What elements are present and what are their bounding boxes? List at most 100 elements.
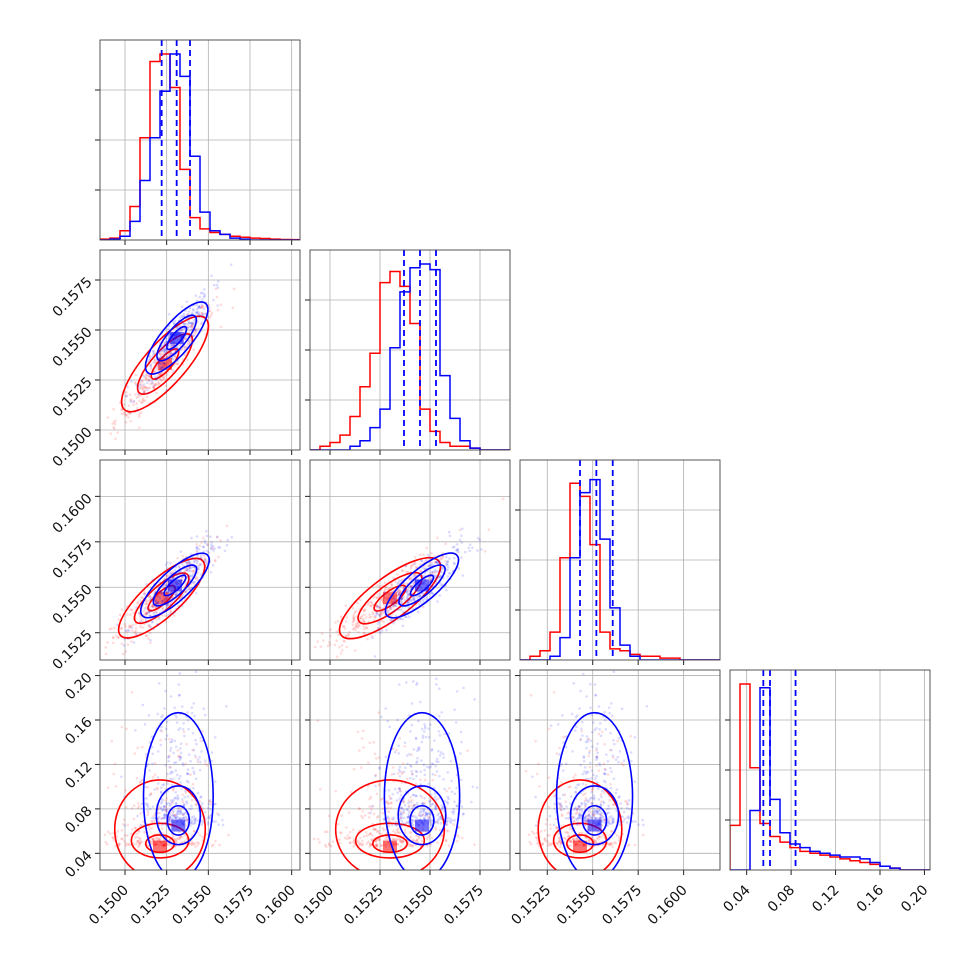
scatter-point <box>190 315 193 319</box>
scatter-point <box>435 600 439 603</box>
scatter-point <box>356 624 359 628</box>
scatter-point <box>176 592 179 595</box>
scatter-point <box>143 592 146 596</box>
scatter-point <box>401 822 405 826</box>
scatter-point <box>403 599 407 602</box>
scatter-point <box>449 821 453 824</box>
scatter-point <box>136 746 140 750</box>
scatter-point <box>169 597 173 600</box>
scatter-point <box>178 758 182 762</box>
scatter-point <box>399 811 403 815</box>
scatter-point <box>216 286 220 289</box>
scatter-point <box>120 837 124 841</box>
scatter-point <box>165 607 169 610</box>
scatter-point <box>554 817 558 821</box>
scatter-point <box>418 814 421 818</box>
scatter-point <box>142 383 146 386</box>
scatter-point <box>460 527 464 531</box>
scatter-point <box>406 570 410 573</box>
scatter-point <box>121 822 125 826</box>
scatter-point <box>435 798 438 802</box>
scatter-point <box>160 823 164 826</box>
scatter-point <box>223 549 227 553</box>
scatter-point <box>566 835 570 838</box>
scatter-point <box>585 814 589 818</box>
scatter-point <box>335 630 339 633</box>
scatter-point <box>351 828 355 832</box>
scatter-point <box>419 778 422 782</box>
scatter-point <box>393 608 397 612</box>
scatter-point <box>422 808 426 811</box>
scatter-point <box>370 838 373 841</box>
scatter-point <box>129 624 133 628</box>
scatter-point <box>156 786 159 790</box>
scatter-point <box>581 720 584 724</box>
scatter-point <box>562 741 565 744</box>
scatter-point <box>607 820 610 824</box>
scatter-point <box>188 588 192 591</box>
scatter-point <box>127 842 130 846</box>
scatter-point <box>164 809 168 812</box>
scatter-point <box>458 528 462 532</box>
scatter-point <box>573 819 576 823</box>
scatter-point <box>197 312 201 315</box>
scatter-point <box>363 620 367 624</box>
scatter-point <box>412 819 415 823</box>
scatter-point <box>175 813 178 817</box>
scatter-point <box>588 814 591 817</box>
scatter-point <box>627 843 631 847</box>
scatter-point <box>371 603 375 607</box>
scatter-point <box>352 613 356 616</box>
scatter-point <box>596 751 599 755</box>
scatter-point <box>416 595 420 599</box>
scatter-point <box>607 821 610 825</box>
scatter-point <box>184 322 188 326</box>
scatter-point <box>437 560 441 563</box>
scatter-point <box>450 810 454 814</box>
scatter-point <box>155 788 159 791</box>
scatter-point <box>177 572 181 575</box>
scatter-point <box>410 584 413 588</box>
scatter-point <box>167 817 171 820</box>
scatter-point <box>453 800 456 804</box>
scatter-point <box>206 806 210 810</box>
scatter-point <box>173 813 177 817</box>
density-contour <box>384 552 460 619</box>
scatter-point <box>153 370 157 373</box>
scatter-point <box>170 740 174 744</box>
scatter-point <box>165 567 169 570</box>
scatter-point <box>409 599 413 602</box>
scatter-point <box>402 596 405 600</box>
scatter-point <box>613 742 616 746</box>
scatter-point <box>136 835 139 839</box>
scatter-point <box>217 813 221 817</box>
scatter-point <box>409 576 413 579</box>
scatter-point <box>417 719 420 723</box>
scatter-point <box>165 388 169 392</box>
scatter-point <box>433 739 436 742</box>
scatter-point <box>166 772 169 776</box>
scatter-point <box>181 327 184 331</box>
scatter-point <box>538 785 541 788</box>
scatter-point <box>208 817 212 820</box>
scatter-point <box>372 812 376 816</box>
scatter-point <box>201 305 204 308</box>
scatter-point <box>194 670 198 674</box>
scatter-point <box>140 380 144 384</box>
scatter-point <box>386 611 390 615</box>
scatter-point <box>157 617 161 620</box>
scatter-point <box>190 799 194 802</box>
scatter-point <box>358 749 361 752</box>
scatter-point <box>405 754 409 757</box>
density-contour <box>398 564 446 607</box>
scatter-point <box>557 785 561 789</box>
scatter-point <box>405 590 409 594</box>
scatter-point <box>388 605 392 608</box>
scatter-point <box>331 840 335 843</box>
scatter-point <box>414 737 418 741</box>
scatter-point <box>162 783 166 786</box>
scatter-point <box>153 383 157 386</box>
scatter-point <box>141 379 145 383</box>
scatter-point <box>188 561 191 564</box>
scatter-point <box>351 606 355 610</box>
